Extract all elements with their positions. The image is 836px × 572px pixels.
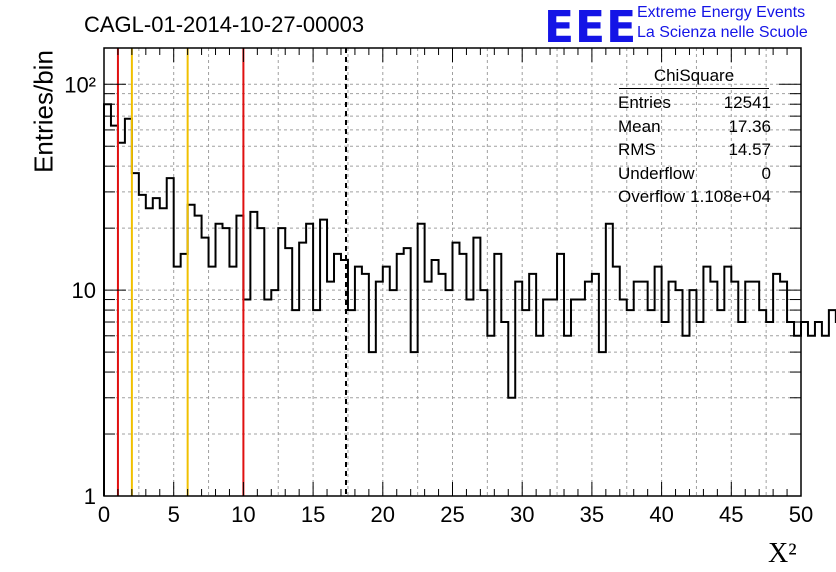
stats-row-underflow: Underflow 0 [611, 162, 777, 186]
stats-row-overflow: Overflow 1.108e+04 [611, 185, 777, 209]
y-tick-label: 10² [64, 72, 96, 97]
y-tick-label: 1 [84, 484, 96, 509]
stats-value: 12541 [723, 93, 771, 112]
eee-logo: EEE [544, 2, 638, 53]
stats-label: Underflow [618, 163, 695, 183]
x-tick-label: 30 [510, 502, 534, 527]
x-tick-label: 10 [231, 502, 255, 527]
stats-row-mean: Mean 17.36 [611, 115, 777, 139]
y-tick-label: 10 [72, 278, 96, 303]
brand-line-2: La Scienza nelle Scuole [637, 24, 808, 41]
x-axis-label: X² [768, 538, 797, 569]
x-tick-label: 20 [371, 502, 395, 527]
x-tick-label: 0 [98, 502, 110, 527]
y-axis-label: Entries/bin [28, 50, 59, 173]
stats-title: ChiSquare [619, 66, 769, 89]
stats-value: 14.57 [728, 140, 771, 159]
x-tick-label: 50 [789, 502, 813, 527]
stats-label: Entries [618, 93, 671, 112]
stats-label: Overflow [618, 187, 686, 206]
stats-value: 0 [761, 163, 771, 183]
stats-label: RMS [618, 140, 656, 159]
stats-value: 1.108e+04 [690, 187, 771, 206]
histogram-line [103, 103, 836, 496]
x-tick-label: 45 [719, 502, 743, 527]
x-tick-label: 5 [168, 502, 180, 527]
stats-row-entries: Entries 12541 [611, 91, 777, 115]
stats-value: 17.36 [728, 116, 771, 136]
x-tick-label: 35 [580, 502, 604, 527]
x-tick-label: 40 [649, 502, 673, 527]
chart-title: CAGL-01-2014-10-27-00003 [84, 12, 365, 37]
x-tick-label: 15 [301, 502, 325, 527]
x-tick-label: 25 [440, 502, 464, 527]
brand-line-1: Extreme Energy Events [637, 4, 806, 21]
stats-label: Mean [618, 116, 661, 136]
stats-row-rms: RMS 14.57 [611, 138, 777, 162]
stats-box: ChiSquare Entries 12541 Mean 17.36 RMS 14.5… [611, 66, 777, 209]
